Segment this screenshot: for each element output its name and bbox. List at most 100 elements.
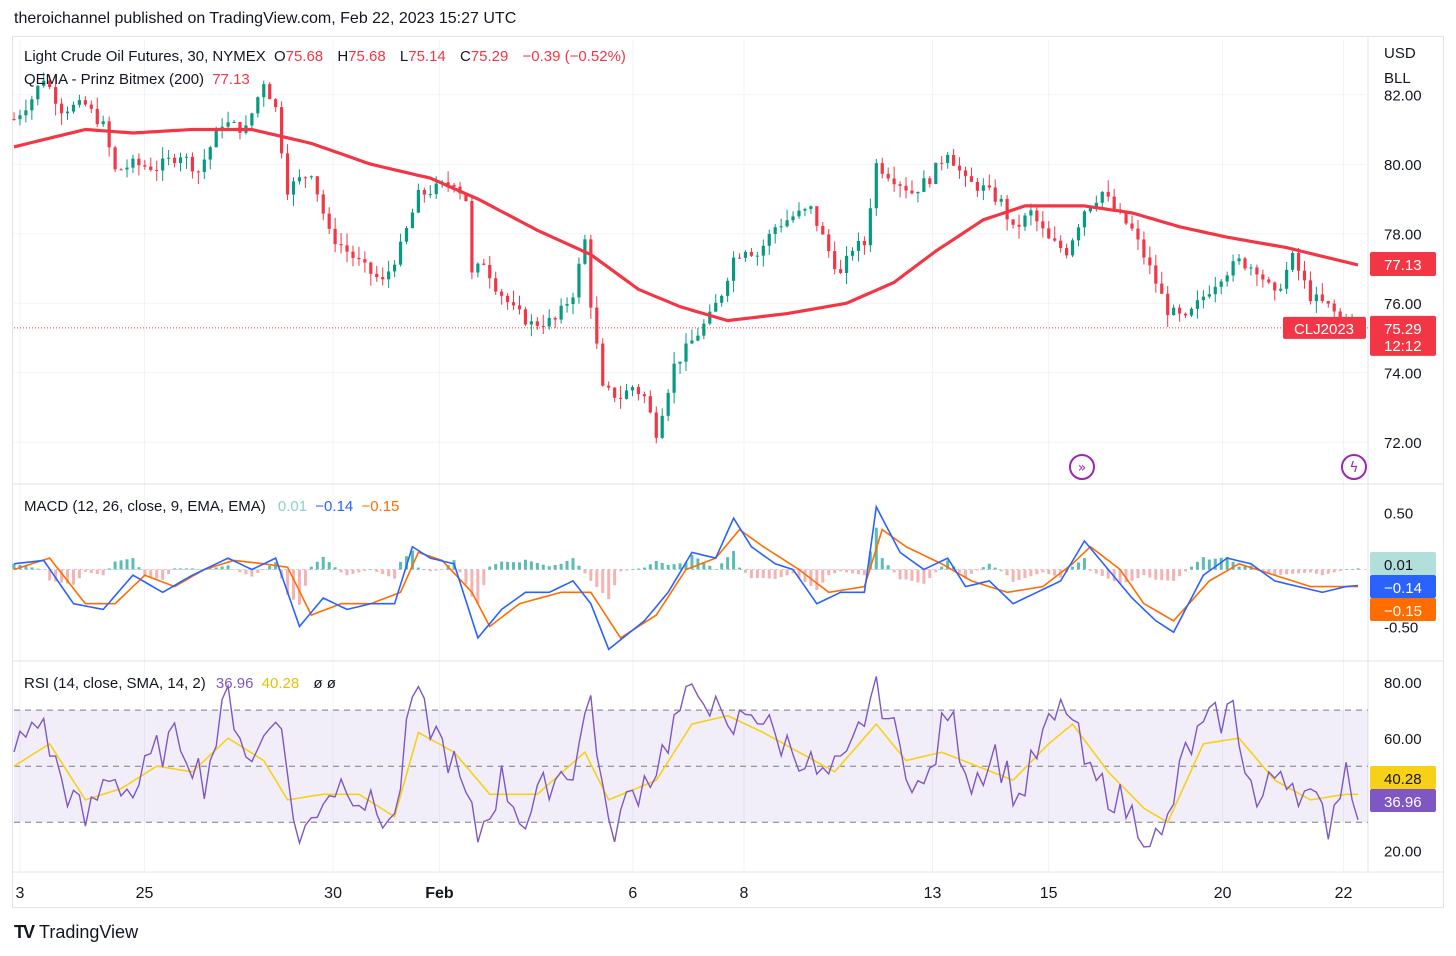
candle-body (54, 87, 58, 104)
high-label: H (337, 48, 349, 65)
candle-body (607, 385, 611, 388)
macd-hist-bar (1142, 569, 1146, 576)
macd-hist-bar (684, 562, 688, 570)
candle-body (541, 325, 545, 327)
macd-hist-bar (60, 569, 64, 583)
candle-body (904, 185, 908, 191)
macd-hist-bar (410, 550, 414, 570)
macd-hist-bar (428, 569, 432, 572)
candle-body (797, 210, 801, 217)
macd-hist-bar (1237, 566, 1241, 570)
macd-pane (12, 504, 1368, 651)
unit-label[interactable]: BLL (1384, 70, 1411, 87)
grid-lines (12, 36, 1444, 873)
macd-hist-bar (821, 569, 825, 583)
macd-hist-bar (1118, 569, 1122, 584)
macd-hist-bar (714, 569, 718, 571)
qema-line (13, 127, 1359, 323)
candle-body (815, 206, 819, 226)
macd-hist-bar (95, 569, 99, 575)
change-value: −0.39 (−0.52%) (522, 48, 626, 65)
candle-body (642, 394, 646, 397)
macd-hist-bar (886, 565, 890, 570)
candle-body (315, 176, 319, 195)
macd-hist-bar (577, 565, 581, 570)
candle-body (630, 387, 635, 391)
macd-hist-bar (1279, 569, 1283, 575)
candle-body (916, 191, 920, 194)
macd-hist-bar (636, 568, 640, 570)
macd-hist-bar (583, 569, 587, 574)
candle-body (1249, 267, 1253, 269)
macd-hist-bar (1017, 569, 1021, 580)
candle-body (137, 158, 141, 166)
macd-hist-bar (190, 568, 194, 570)
candle-body (71, 104, 76, 112)
macd-value-tag (1370, 575, 1436, 598)
macd-hist-bar (1189, 566, 1193, 570)
x-tick-label: Feb (425, 885, 454, 902)
candle-body (720, 295, 724, 303)
macd-hist-bar (851, 569, 855, 574)
candle-body (523, 309, 528, 325)
candle-body (975, 181, 979, 191)
candle-body (446, 182, 450, 185)
macd-hist-bar (333, 567, 337, 570)
macd-hist-bar (940, 566, 944, 570)
macd-hist-bar (1023, 569, 1027, 579)
x-tick-label: 8 (740, 885, 749, 902)
candle-body (363, 259, 367, 263)
macd-hist-bar (1291, 569, 1295, 574)
candle-body (369, 262, 373, 274)
candle-body (1148, 257, 1152, 266)
candle-body (714, 302, 718, 312)
macd-hist-bar (601, 569, 605, 594)
macd-hist-bar (1213, 558, 1217, 570)
candle-body (410, 212, 415, 229)
candle-body (1308, 280, 1313, 302)
macd-hist-bar (315, 561, 319, 570)
candle-body (226, 122, 230, 127)
macd-hist-bar (880, 558, 884, 570)
candle-body (648, 396, 652, 413)
candle-body (654, 412, 658, 438)
candle-body (232, 121, 236, 123)
macd-hist-bar (904, 569, 908, 580)
macd-hist-bar (1332, 569, 1336, 573)
macd-hist-bar (238, 569, 242, 573)
macd-hist-bar (767, 569, 771, 579)
candle-body (589, 239, 593, 308)
macd-hist-bar (595, 569, 599, 587)
macd-hist-bar (660, 562, 664, 570)
candle-body (18, 115, 22, 120)
indicator-value: 77.13 (212, 71, 250, 88)
macd-value-tag-text: −0.15 (1384, 603, 1422, 620)
macd-hist-bar (779, 569, 783, 578)
x-tick-label: 6 (628, 885, 637, 902)
candle-body (1183, 313, 1188, 316)
macd-hist-bar (1124, 569, 1128, 583)
macd-hist-bar (173, 568, 177, 570)
candle-body (1124, 211, 1128, 224)
candle-body (1011, 219, 1015, 225)
candle-body (827, 234, 831, 252)
lightning-event-icon (1341, 454, 1367, 480)
rsi-value-tag-text: 40.28 (1384, 771, 1422, 788)
macd-hist-bar (922, 569, 926, 584)
candle-body (1047, 228, 1051, 239)
candle-body (1154, 265, 1158, 284)
macd-hist-bar (232, 569, 236, 571)
candle-body (1035, 210, 1039, 222)
macd-value-tag (1370, 598, 1436, 621)
candle-body (1225, 275, 1229, 282)
candle-body (672, 363, 676, 393)
open-label: O (273, 48, 286, 65)
candle-body (874, 163, 878, 209)
macd-hist-bar (36, 568, 40, 570)
macd-hist-bar (803, 569, 807, 583)
macd-hist-bar (619, 569, 623, 572)
macd-hist-bar (1148, 569, 1152, 578)
currency-label[interactable]: USD (1384, 45, 1416, 62)
macd-hist-bar (1243, 566, 1247, 570)
